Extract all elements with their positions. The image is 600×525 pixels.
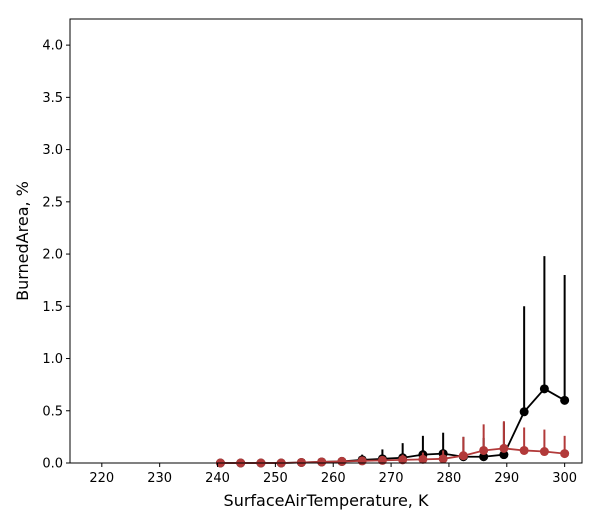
axis-layer: 220 230 240 250 260 270 280 290 300 0.0 0.5 1.0 1.5 2… [42,39,577,486]
y-tick-label: 4.0 [42,39,63,54]
x-tick-label: 220 [89,471,114,486]
y-tick-label: 3.0 [42,143,63,158]
x-tick-label: 290 [494,471,519,486]
x-tick-label: 250 [263,471,288,486]
data-point [499,443,509,453]
data-point [539,447,549,457]
y-axis-label: BurnedArea, % [13,181,32,301]
data-point [438,454,448,464]
data-point [519,407,529,417]
x-tick-label: 240 [205,471,230,486]
y-tick-label: 0.5 [42,404,63,419]
x-tick-label: 270 [379,471,404,486]
series-line [220,447,565,464]
data-point [560,449,570,459]
y-tick-label: 3.5 [42,91,63,106]
data-point [398,455,408,465]
data-point [377,455,387,465]
y-tick-label: 2.0 [42,248,63,263]
y-tick-label: 1.5 [42,300,63,315]
data-point [317,457,327,467]
x-tick-label: 300 [552,471,577,486]
x-tick-label: 280 [437,471,462,486]
x-axis-label: SurfaceAirTemperature, K [224,491,429,510]
series-line [220,387,566,464]
series-0 [215,256,570,468]
data-point [337,456,347,466]
plot-frame [69,18,583,464]
data-point [296,457,306,467]
y-tick-label: 0.0 [42,457,63,472]
data-point [357,456,367,466]
data-point [479,452,489,462]
x-tick-label: 230 [147,471,172,486]
y-tick-label: 1.0 [42,352,63,367]
y-tick-label: 2.5 [42,195,63,210]
data-point [418,454,428,464]
plot-layer [215,256,570,468]
data-point [560,395,570,405]
data-point [479,445,489,455]
data-point [458,451,468,461]
x-tick-label: 260 [321,471,346,486]
data-point [539,384,549,394]
data-point [499,450,509,460]
data-point [519,445,529,455]
